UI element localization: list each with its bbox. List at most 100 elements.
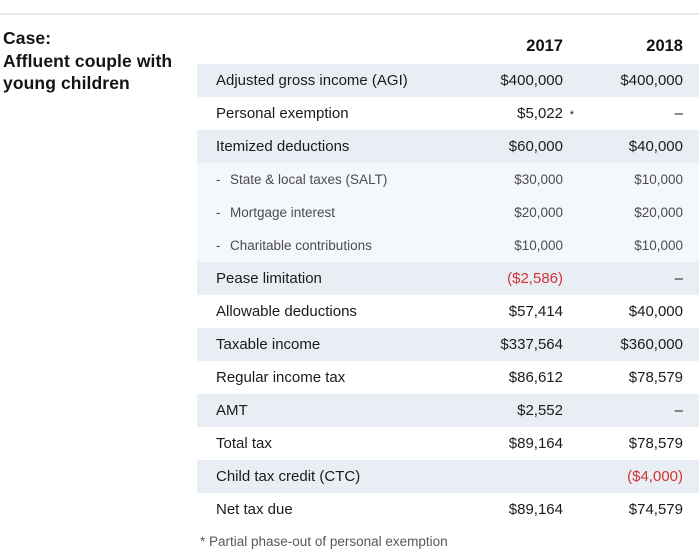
value-2017-text: $89,164 [508,435,563,452]
table-row: Personal exemption $5,022 * – [197,97,699,130]
table-row: Itemized deductions $60,000 $40,000 [197,130,699,163]
value-2017-text: ($2,586) [507,270,563,287]
row-label-cell: - Charitable contributions [197,237,443,254]
row-label: Total tax [216,435,272,452]
value-2017-text: $2,552 [517,402,563,419]
row-label: Mortgage interest [230,205,336,220]
row-value-2017: $60,000 [443,138,563,155]
value-2018-text: $40,000 [628,138,683,155]
row-label-cell: Regular income tax [197,369,443,386]
table-row: Child tax credit (CTC) ($4,000) [197,460,699,493]
row-value-2017: $20,000 [443,204,563,221]
row-bullet: - [216,172,221,187]
row-value-2018: $400,000 [563,72,683,89]
row-value-2017: $57,414 [443,303,563,320]
table-row: - Charitable contributions $10,000 $10,00… [197,229,699,262]
table-row: Regular income tax $86,612 $78,579 [197,361,699,394]
column-header-2017: 2017 [526,36,563,55]
value-2018-text: – [674,402,683,419]
row-label: Pease limitation [216,270,322,287]
value-2017-text: $10,000 [514,238,563,253]
value-2018-text: – [674,105,683,122]
row-value-2018: $40,000 [563,303,683,320]
value-2017-text: $89,164 [508,501,563,518]
row-value-2017: $10,000 [443,237,563,254]
row-value-2018: $78,579 [563,435,683,452]
row-label: Child tax credit (CTC) [216,468,361,485]
value-2018-text: $74,579 [628,501,683,518]
row-value-2018: $360,000 [563,336,683,353]
row-label: Personal exemption [216,105,349,122]
value-2017-text: $400,000 [500,72,563,89]
row-value-2018: – [563,402,683,419]
case-title-line: Affluent couple with [3,50,173,71]
table-body: Adjusted gross income (AGI) $400,000 $40… [197,64,699,526]
row-label: Taxable income [216,336,321,353]
footnote-marker: * [569,109,574,121]
row-value-2018: $10,000 [563,237,683,254]
value-2017-text: $86,612 [508,369,563,386]
row-label-cell: - State & local taxes (SALT) [197,171,443,188]
value-2018-text: ($4,000) [627,468,683,485]
value-2018-text: $10,000 [634,172,683,187]
row-value-2018: $10,000 [563,171,683,188]
row-value-2017: $89,164 [443,501,563,518]
row-value-2018: $20,000 [563,204,683,221]
case-title-line: young children [3,73,130,93]
row-value-2018: $74,579 [563,501,683,518]
row-value-2017: $30,000 [443,171,563,188]
row-label: Adjusted gross income (AGI) [216,72,408,89]
row-label: Regular income tax [216,369,346,386]
footnote: * Partial phase-out of personal exemptio… [200,534,448,549]
value-2018-text: $78,579 [628,435,683,452]
value-2017-text: $30,000 [514,172,563,187]
row-value-2017: $2,552 [443,402,563,419]
row-value-2017: ($2,586) [443,270,563,287]
row-value-2017: $5,022 * [443,105,574,122]
table-row: Total tax $89,164 $78,579 [197,427,699,460]
case-title: Case: Affluent couple with young childre… [3,27,172,95]
value-2017-text: $60,000 [508,138,563,155]
row-label-cell: - Mortgage interest [197,204,443,221]
row-label: AMT [216,402,248,419]
table-row: Pease limitation ($2,586) – [197,262,699,295]
row-label-cell: Net tax due [197,501,443,518]
table-row: Allowable deductions $57,414 $40,000 [197,295,699,328]
tax-comparison-table: 2017 2018 Adjusted gross income (AGI) $4… [197,28,699,549]
row-value-2018: $40,000 [563,138,683,155]
row-value-2018: – [563,270,683,287]
table-row: - Mortgage interest $20,000 $20,000 [197,196,699,229]
row-label-cell: Personal exemption [197,105,443,122]
value-2018-text: $10,000 [634,238,683,253]
row-value-2017: $86,612 [443,369,563,386]
row-label: State & local taxes (SALT) [230,172,388,187]
value-2018-text: – [674,270,683,287]
row-label: Allowable deductions [216,303,357,320]
row-value-2017: $400,000 [443,72,563,89]
table-row: - State & local taxes (SALT) $30,000 $10,… [197,163,699,196]
row-label-cell: Adjusted gross income (AGI) [197,72,443,89]
table-header: 2017 2018 [197,28,699,64]
row-label: Itemized deductions [216,138,350,155]
row-label-cell: Itemized deductions [197,138,443,155]
table-row: AMT $2,552 – [197,394,699,427]
table-row: Net tax due $89,164 $74,579 [197,493,699,526]
value-2018-text: $360,000 [620,336,683,353]
row-label: Net tax due [216,501,293,518]
value-2017-text: $5,022 [517,105,563,122]
value-2018-text: $400,000 [620,72,683,89]
row-bullet: - [216,205,221,220]
row-value-2018: $78,579 [563,369,683,386]
row-value-2018: ($4,000) [563,468,683,485]
value-2018-text: $20,000 [634,205,683,220]
row-label: Charitable contributions [230,238,372,253]
value-2017-text: $20,000 [514,205,563,220]
table-row: Adjusted gross income (AGI) $400,000 $40… [197,64,699,97]
row-value-2018: – [563,105,683,122]
row-label-cell: AMT [197,402,443,419]
column-header-2018: 2018 [646,36,683,55]
value-2018-text: $78,579 [628,369,683,386]
row-label-cell: Allowable deductions [197,303,443,320]
row-label-cell: Taxable income [197,336,443,353]
table-row: Taxable income $337,564 $360,000 [197,328,699,361]
